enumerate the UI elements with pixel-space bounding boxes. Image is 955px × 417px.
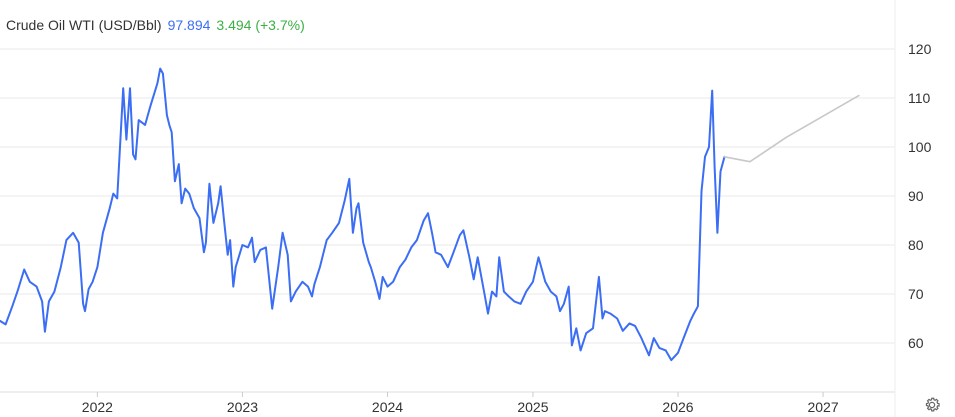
y-tick-label: 110 [908,90,931,106]
forecast-line [723,94,860,163]
x-tick-label: 2022 [82,399,113,415]
gear-icon[interactable] [923,396,941,414]
legend-change: 3.494 (+3.7%) [216,17,305,33]
x-tick-label: 2024 [372,399,403,415]
x-axis-labels: 2022 2023 2024 2025 2026 2027 [82,399,839,415]
x-tick-label: 2023 [227,399,258,415]
y-tick-label: 80 [908,237,924,253]
x-tick-label: 2025 [517,399,548,415]
y-tick-label: 60 [908,335,924,351]
y-tick-label: 90 [908,188,924,204]
y-tick-label: 70 [908,286,924,302]
legend-series-name: Crude Oil WTI (USD/Bbl) [6,17,162,33]
gridlines [0,0,896,417]
series-group [0,67,860,362]
chart-legend: Crude Oil WTI (USD/Bbl) 97.894 3.494 (+3.7… [6,17,311,33]
legend-last-value: 97.894 [167,17,211,33]
price-line [0,67,726,362]
x-tick-label: 2026 [662,399,693,415]
y-tick-label: 100 [908,139,932,155]
x-tick-label: 2027 [807,399,838,415]
y-axis-labels: 60 70 80 90 100 110 120 [908,41,932,351]
y-tick-label: 120 [908,41,932,57]
